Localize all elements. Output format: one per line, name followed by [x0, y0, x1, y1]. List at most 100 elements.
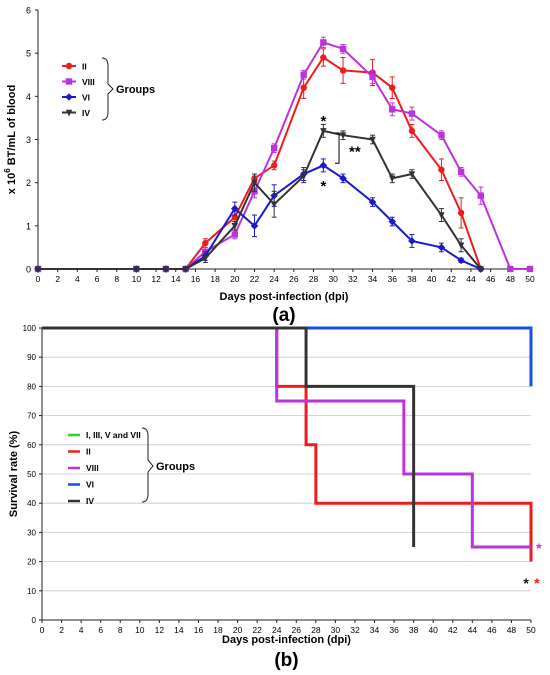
chart-a-annotations: ****: [320, 113, 360, 195]
chart-panel-b: 0 2 4 6 8 10 12 14 16 18 20 22 24 26 28 30 32 34 36 38 40 42 4…: [8, 324, 542, 671]
data-point: [369, 136, 376, 144]
y-tick-label: 40: [27, 499, 36, 508]
data-point: [231, 231, 238, 238]
legend-label: VIII: [82, 77, 95, 87]
x-tick-label: 2: [59, 625, 64, 635]
y-tick-label: 80: [27, 382, 36, 391]
x-tick-label: 40: [428, 625, 438, 635]
data-point: [389, 106, 396, 113]
x-tick-label: 4: [79, 625, 84, 635]
y-tick-label: 50: [27, 470, 36, 479]
x-tick-label: 40: [427, 274, 437, 284]
x-tick-label: 36: [389, 625, 399, 635]
data-point: [202, 255, 209, 263]
x-tick-label: 16: [194, 625, 204, 635]
significance-bracket: [335, 132, 340, 164]
legend-marker: [65, 62, 73, 70]
x-tick-label: 10: [132, 274, 142, 284]
data-point: [389, 175, 396, 183]
x-tick-label: 28: [311, 625, 321, 635]
data-point: [162, 266, 170, 273]
y-tick-label: 70: [27, 412, 36, 421]
x-tick-label: 34: [368, 274, 378, 284]
y-tick-label: 20: [27, 558, 36, 567]
chart-b-x-axis-label: Days post-infection (dpi): [222, 634, 351, 646]
data-point: [319, 161, 328, 170]
x-tick-label: 2: [55, 274, 60, 284]
legend-brace: [141, 427, 154, 503]
x-tick-label: 26: [289, 274, 299, 284]
data-point: [320, 54, 327, 61]
legend-label: VI: [86, 480, 94, 490]
x-tick-label: 46: [486, 274, 496, 284]
chart-b-series: [42, 326, 533, 562]
chart-panel-a: 0 2 4 6 8 10 12 14 16 18 20 22 24 26 28 30 32 34 36 38 40 42 4…: [3, 6, 535, 327]
y-tick-label: 100: [23, 324, 37, 333]
x-tick-label: 10: [135, 625, 145, 635]
data-point: [339, 174, 347, 183]
x-tick-label: 48: [506, 274, 516, 284]
x-tick-label: 6: [95, 274, 100, 284]
data-point: [408, 171, 416, 179]
x-tick-label: 26: [292, 625, 302, 635]
chart-a-y-label-exponent: 6: [3, 168, 12, 173]
series-line: [38, 129, 482, 270]
data-point: [457, 242, 465, 250]
legend-label: IV: [82, 108, 90, 118]
x-tick-label: 46: [487, 625, 497, 635]
x-tick-label: 14: [174, 625, 184, 635]
data-point: [507, 265, 514, 273]
data-point: [270, 162, 278, 169]
series-iv: [34, 123, 484, 273]
data-point: [182, 266, 189, 273]
data-point: [457, 168, 465, 176]
x-tick-label: 42: [447, 274, 457, 284]
x-tick-label: 16: [191, 274, 201, 284]
x-tick-label: 18: [213, 625, 223, 635]
y-tick-label: 6: [26, 6, 31, 16]
x-tick-label: 12: [155, 625, 165, 635]
data-point: [477, 266, 484, 273]
data-point: [408, 110, 416, 117]
y-tick-label: 90: [27, 353, 36, 362]
panel-label-b: (b): [274, 650, 298, 671]
chart-b-grid: [42, 327, 531, 592]
data-point: [202, 239, 209, 247]
chart-b-legend: I, III, V and VII II VIII VI IV Groups: [68, 427, 195, 506]
data-point: [438, 131, 445, 139]
data-point: [369, 73, 376, 81]
survival-line-viii: [42, 326, 531, 549]
data-point: [339, 132, 347, 140]
legend-marker: [65, 93, 73, 101]
data-point: [526, 265, 534, 273]
y-tick-label: 5: [26, 49, 31, 59]
data-point: [231, 223, 238, 230]
data-point: [408, 127, 416, 135]
chart-b-annotations: * * *: [523, 540, 542, 591]
x-tick-label: 42: [448, 625, 458, 635]
data-point: [231, 214, 238, 221]
data-point: [339, 45, 347, 53]
x-tick-label: 50: [526, 625, 536, 635]
x-tick-label: 44: [466, 274, 476, 284]
data-point: [438, 212, 445, 220]
x-tick-label: 8: [114, 274, 119, 284]
x-tick-label: 0: [36, 274, 41, 284]
data-point: [408, 237, 416, 245]
series-line: [38, 41, 530, 270]
x-tick-label: 22: [252, 625, 262, 635]
chart-a-y-label-suffix: BT/mL of blood: [6, 85, 18, 169]
y-tick-label: 10: [27, 587, 36, 596]
data-point: [320, 39, 327, 46]
legend-label: VIII: [86, 463, 99, 473]
y-tick-label: 0: [26, 265, 31, 275]
y-tick-label: 1: [26, 221, 31, 231]
data-point: [438, 166, 445, 173]
significance-marker: *: [523, 575, 529, 591]
data-point: [437, 243, 446, 252]
x-tick-label: 0: [40, 625, 45, 635]
series-ii: [34, 48, 484, 273]
x-tick-label: 22: [250, 274, 260, 284]
significance-marker: *: [534, 575, 540, 591]
data-point: [300, 84, 307, 91]
